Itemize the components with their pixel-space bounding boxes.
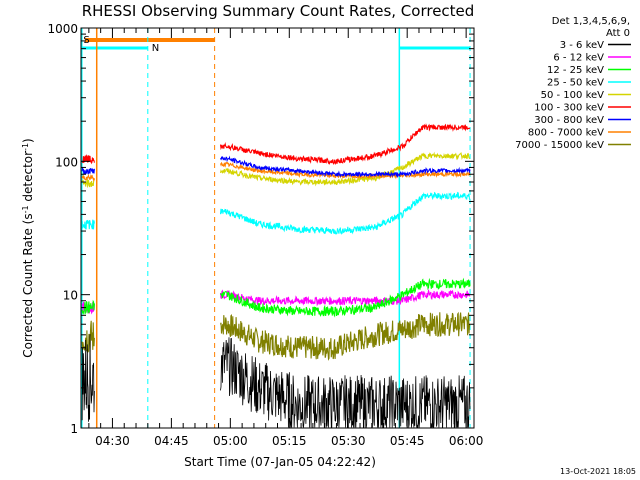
series-line — [220, 155, 471, 179]
night-flag-label: N — [152, 43, 159, 54]
legend-label: 25 - 50 keV — [547, 78, 604, 89]
x-tick-label: 04:30 — [95, 434, 130, 448]
series-line — [81, 320, 95, 353]
x-axis-label: Start Time (07-Jan-05 04:22:42) — [184, 455, 376, 469]
legend-header-line-2: Att 0 — [606, 28, 630, 39]
x-tick-label: 05:30 — [331, 434, 366, 448]
series-line — [220, 337, 471, 429]
series-line — [219, 288, 471, 307]
series-line — [81, 299, 95, 315]
legend: Det 1,3,4,5,6,9, Att 0 3 - 6 keV 6 - 12 k… — [515, 16, 631, 151]
data-layer: SN — [81, 28, 471, 429]
x-tick-label: 05:45 — [390, 434, 425, 448]
legend-label: 100 - 300 keV — [534, 103, 604, 114]
y-axis-label: Corrected Count Rate (s-1 detector-1) — [21, 138, 35, 357]
legend-label: 7000 - 15000 keV — [515, 140, 604, 151]
y-tick-label: 1000 — [47, 22, 78, 36]
series-line — [219, 151, 471, 187]
y-axis: 1 10 100 1000 — [47, 22, 474, 436]
y-tick-label: 1 — [70, 422, 78, 436]
footer-date: 13-Oct-2021 18:05 — [560, 467, 636, 476]
x-tick-label: 05:00 — [213, 434, 248, 448]
x-tick-label: 04:45 — [154, 434, 189, 448]
series-line — [220, 277, 471, 318]
legend-label: 800 - 7000 keV — [528, 128, 604, 139]
chart-title: RHESSI Observing Summary Count Rates, Co… — [82, 2, 475, 20]
series-line — [219, 311, 471, 361]
legend-label: 300 - 800 keV — [534, 115, 604, 126]
saa-flag-label: S — [83, 35, 89, 46]
x-axis: 04:30 04:45 05:00 05:15 05:30 05:45 06:00 — [88, 28, 484, 448]
series-line — [81, 166, 95, 175]
y-tick-label: 10 — [63, 289, 78, 303]
series-line — [219, 123, 471, 166]
legend-label: 3 - 6 keV — [560, 40, 604, 51]
x-tick-label: 05:15 — [272, 434, 307, 448]
series-line — [81, 173, 95, 182]
legend-label: 50 - 100 keV — [541, 90, 605, 101]
y-tick-label: 100 — [55, 155, 78, 169]
legend-label: 12 - 25 keV — [547, 65, 604, 76]
series-line — [81, 334, 95, 422]
series-line — [219, 191, 471, 235]
series-line — [81, 219, 95, 230]
legend-label: 6 - 12 keV — [553, 53, 604, 64]
series-line — [82, 153, 95, 165]
x-tick-label: 06:00 — [449, 434, 484, 448]
legend-header-line-1: Det 1,3,4,5,6,9, — [552, 16, 630, 27]
